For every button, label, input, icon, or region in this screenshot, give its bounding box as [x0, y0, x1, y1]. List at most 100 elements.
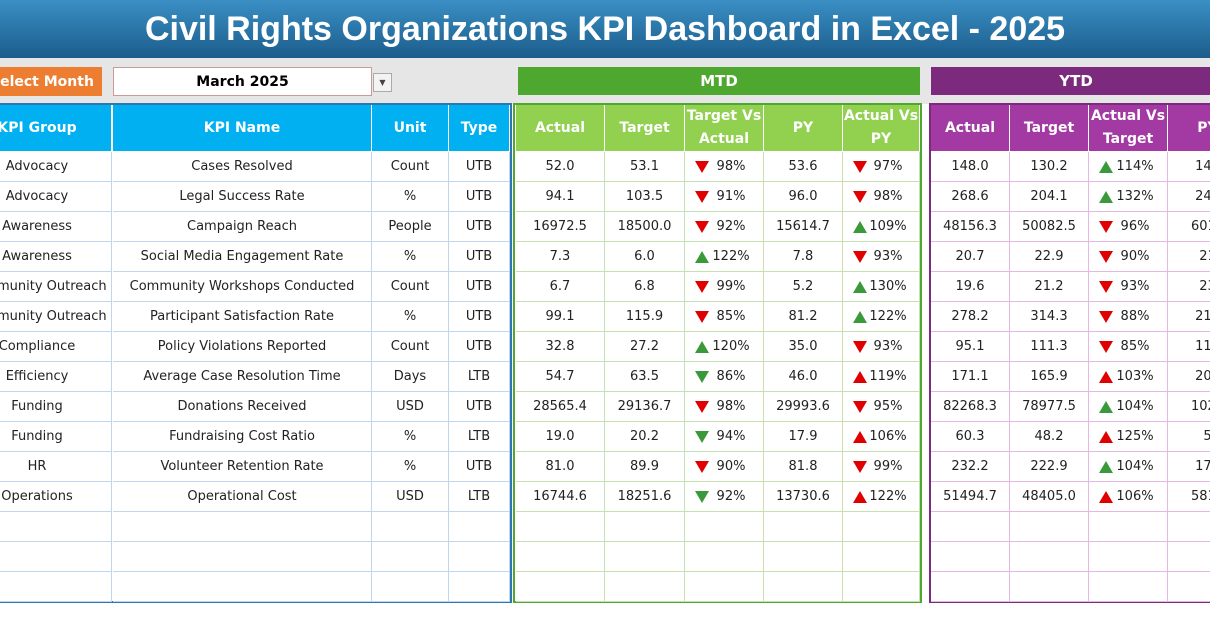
percent-text: 106%: [869, 429, 907, 444]
arrow-shape: [1099, 190, 1113, 203]
status-cell: 122%: [685, 242, 764, 272]
empty-cell: [764, 512, 843, 542]
status-cell: 120%: [685, 332, 764, 362]
table-cell: %: [372, 182, 449, 212]
arrow-shape: [1099, 490, 1113, 503]
status-arrow: [1099, 280, 1113, 293]
table-cell: 63.5: [605, 362, 685, 392]
table-cell: Count: [372, 272, 449, 302]
percent-text: 103%: [1116, 369, 1154, 384]
dropdown-button[interactable]: ▼: [373, 73, 392, 92]
table-cell: 51494.7: [931, 482, 1010, 512]
status-arrow: [853, 490, 867, 503]
status-cell: 95%: [843, 392, 920, 422]
arrow-shape: [695, 430, 709, 443]
status-arrow: [1099, 400, 1113, 413]
table-cell: 81.2: [764, 302, 843, 332]
table-cell: %: [372, 422, 449, 452]
empty-cell: [449, 542, 510, 572]
table-cell: 23: [1168, 272, 1210, 302]
status-arrow: [695, 370, 709, 383]
column-header: Actual Vs PY: [843, 105, 920, 151]
status-arrow: [1099, 220, 1113, 233]
arrow-shape: [695, 220, 709, 233]
table-cell: 89.9: [605, 452, 685, 482]
table-cell: 20.7: [931, 242, 1010, 272]
select-month-label: Select Month: [0, 67, 102, 96]
status-cell: 90%: [685, 452, 764, 482]
table-cell: Average Case Resolution Time: [113, 362, 372, 392]
arrow-shape: [853, 430, 867, 443]
status-arrow: [695, 190, 709, 203]
status-arrow: [853, 460, 867, 473]
empty-cell: [931, 542, 1010, 572]
table-cell: 115.9: [605, 302, 685, 332]
table-cell: 5818: [1168, 482, 1210, 512]
percent-text: 114%: [1116, 159, 1154, 174]
status-cell: 98%: [685, 152, 764, 182]
status-cell: 86%: [685, 362, 764, 392]
percent-text: 104%: [1116, 399, 1154, 414]
status-cell: 125%: [1089, 422, 1168, 452]
table-cell: 204.1: [1010, 182, 1089, 212]
empty-cell: [843, 542, 920, 572]
status-cell: 92%: [685, 482, 764, 512]
table-cell: 22.9: [1010, 242, 1089, 272]
empty-cell: [0, 572, 112, 602]
percent-text: 97%: [873, 159, 903, 174]
empty-cell: [1010, 512, 1089, 542]
status-arrow: [695, 280, 709, 293]
table-cell: Advocacy: [0, 182, 112, 212]
status-cell: 97%: [843, 152, 920, 182]
percent-text: 92%: [716, 489, 746, 504]
table-cell: 95.1: [931, 332, 1010, 362]
status-cell: 98%: [685, 392, 764, 422]
percent-text: 109%: [869, 219, 907, 234]
table-cell: 82268.3: [931, 392, 1010, 422]
table-cell: UTB: [449, 392, 510, 422]
percent-text: 120%: [712, 339, 750, 354]
table-cell: Count: [372, 332, 449, 362]
empty-cell: [1168, 542, 1210, 572]
arrow-shape: [853, 400, 867, 413]
status-cell: 106%: [843, 422, 920, 452]
table-cell: UTB: [449, 332, 510, 362]
empty-cell: [113, 512, 372, 542]
table-cell: 48.2: [1010, 422, 1089, 452]
column-header: Target: [605, 105, 685, 151]
empty-cell: [605, 572, 685, 602]
table-cell: 35.0: [764, 332, 843, 362]
status-cell: 94%: [685, 422, 764, 452]
status-cell: 103%: [1089, 362, 1168, 392]
arrow-shape: [695, 340, 709, 353]
table-cell: Policy Violations Reported: [113, 332, 372, 362]
table-cell: 103.5: [605, 182, 685, 212]
table-cell: UTB: [449, 152, 510, 182]
arrow-shape: [1099, 160, 1113, 173]
table-cell: 52.0: [516, 152, 605, 182]
table-cell: 165.9: [1010, 362, 1089, 392]
percent-text: 95%: [873, 399, 903, 414]
table-cell: 7.8: [764, 242, 843, 272]
table-cell: 15614.7: [764, 212, 843, 242]
month-select[interactable]: March 2025: [113, 67, 372, 96]
percent-text: 92%: [716, 219, 746, 234]
column-header: PY: [1168, 105, 1210, 151]
empty-cell: [685, 542, 764, 572]
arrow-shape: [1099, 430, 1113, 443]
mtd-section-header: MTD: [518, 67, 920, 95]
arrow-shape: [853, 370, 867, 383]
percent-text: 132%: [1116, 189, 1154, 204]
status-arrow: [853, 370, 867, 383]
table-cell: Funding: [0, 422, 112, 452]
empty-cell: [449, 512, 510, 542]
table-cell: 28565.4: [516, 392, 605, 422]
column-header: Type: [449, 105, 510, 151]
table-cell: 53.1: [605, 152, 685, 182]
table-cell: Operational Cost: [113, 482, 372, 512]
table-frame: [0, 103, 512, 603]
empty-cell: [1168, 572, 1210, 602]
table-cell: 27.2: [605, 332, 685, 362]
table-cell: Awareness: [0, 212, 112, 242]
arrow-shape: [695, 460, 709, 473]
